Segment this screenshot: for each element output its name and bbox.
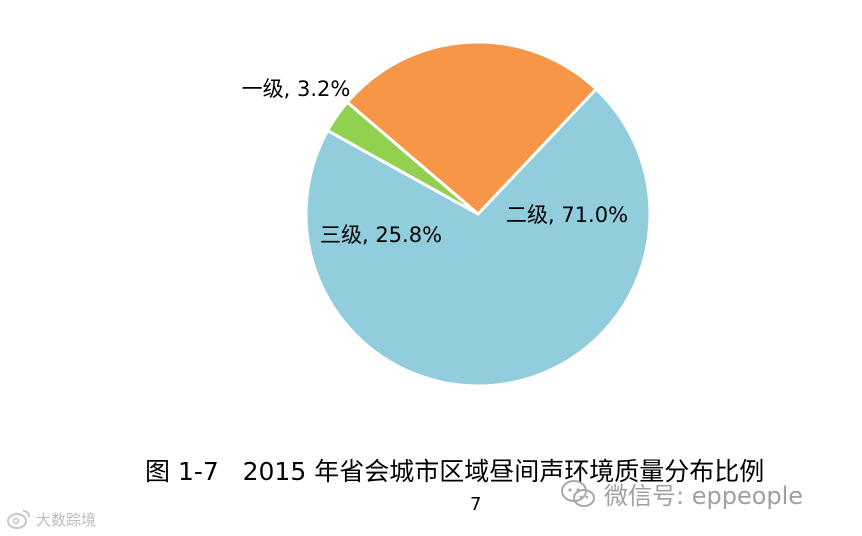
weibo-logo-icon: [6, 508, 32, 530]
wechat-id-text: 微信号: eppeople: [604, 476, 803, 511]
pie-chart: 二级, 71.0% 三级, 25.8% 一级, 3.2%: [0, 0, 862, 440]
corner-watermark-text: 大数踪境: [36, 509, 96, 530]
wechat-watermark: 微信号: eppeople: [560, 476, 803, 511]
corner-watermark: 大数踪境: [6, 508, 96, 530]
pie-label-2: 三级, 25.8%: [320, 223, 442, 247]
page-number: 7: [470, 494, 481, 515]
pie-label-3: 一级, 3.2%: [242, 77, 351, 101]
wechat-icon: [560, 479, 596, 509]
pie-label-1: 二级, 71.0%: [506, 203, 628, 227]
